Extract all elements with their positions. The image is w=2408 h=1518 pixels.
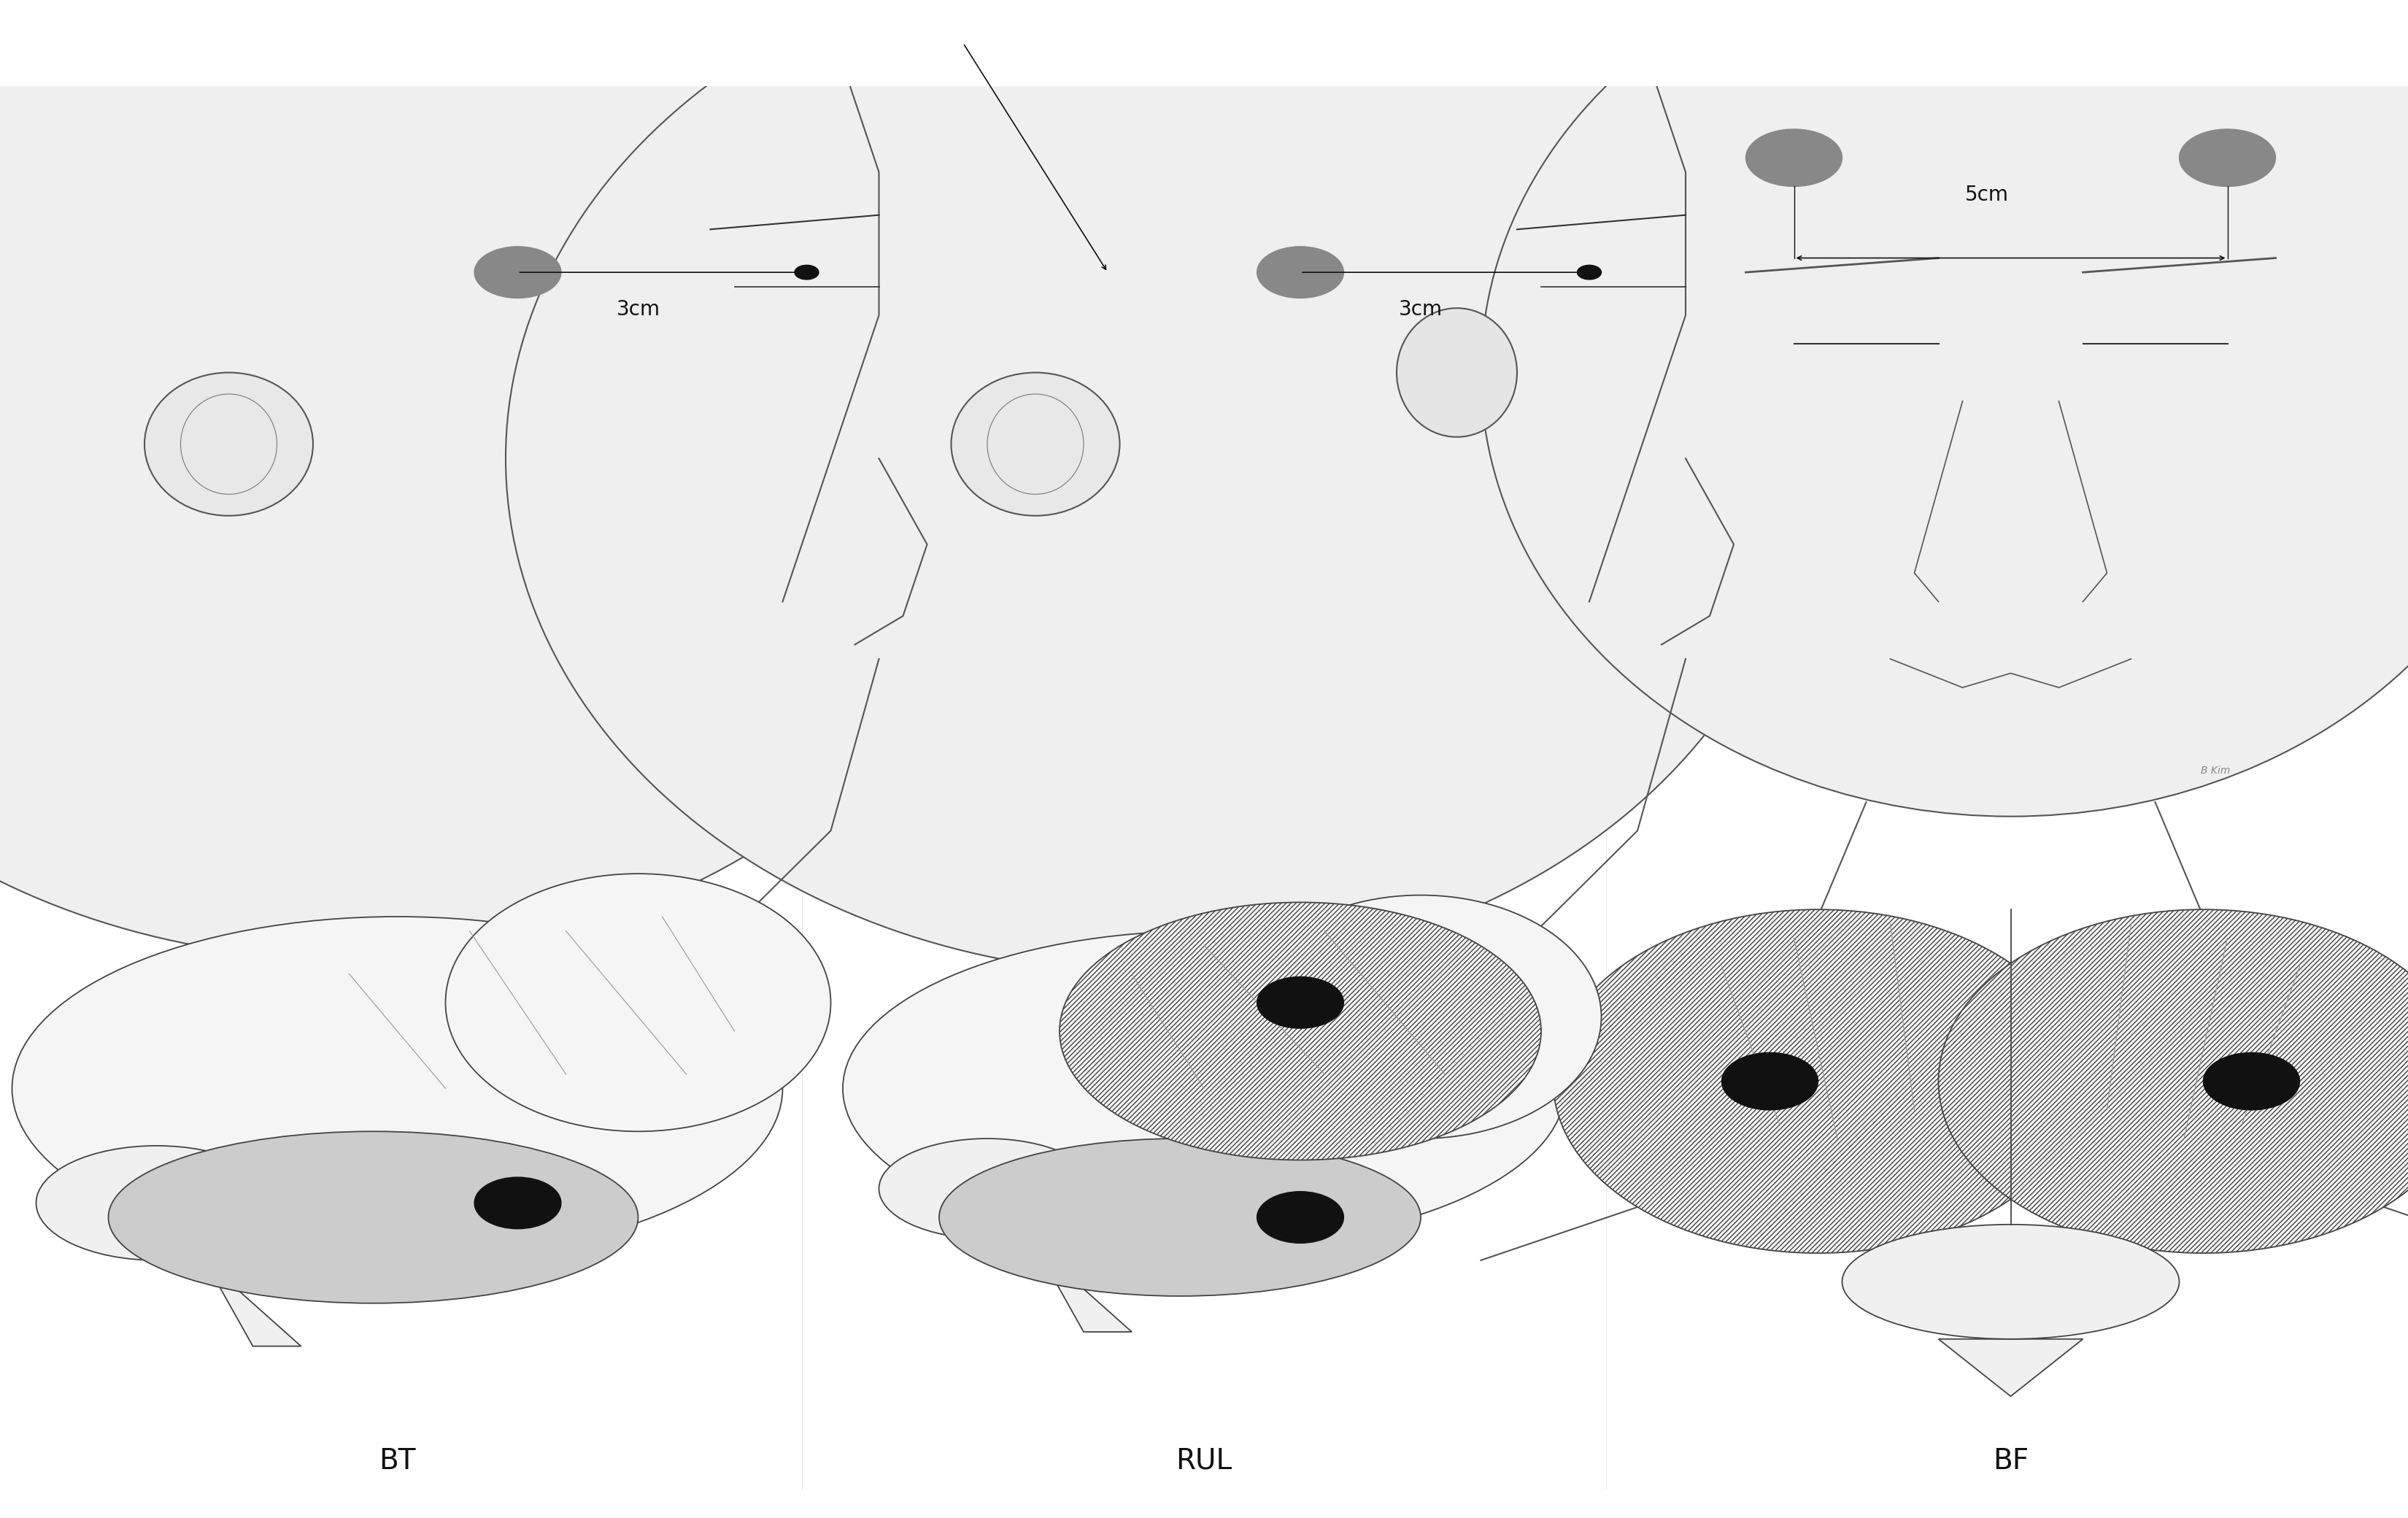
Text: 3cm: 3cm — [616, 299, 660, 320]
Circle shape — [474, 246, 561, 298]
Ellipse shape — [0, 0, 999, 959]
Ellipse shape — [1481, 0, 2408, 817]
Circle shape — [474, 1178, 561, 1228]
Text: 3cm: 3cm — [1399, 299, 1442, 320]
Ellipse shape — [1397, 308, 1517, 437]
Ellipse shape — [108, 1131, 638, 1304]
Ellipse shape — [951, 372, 1120, 516]
Ellipse shape — [939, 1138, 1421, 1296]
Text: BT: BT — [378, 1447, 417, 1474]
Circle shape — [795, 266, 819, 279]
Ellipse shape — [12, 917, 783, 1260]
Circle shape — [1722, 1052, 1818, 1110]
Circle shape — [1257, 976, 1344, 1028]
Circle shape — [1746, 129, 1842, 187]
Text: 2cm: 2cm — [1060, 0, 1103, 5]
Text: B Kim: B Kim — [2201, 765, 2230, 776]
Ellipse shape — [843, 931, 1565, 1246]
Ellipse shape — [144, 372, 313, 516]
Text: RUL: RUL — [1175, 1447, 1233, 1474]
Ellipse shape — [1938, 909, 2408, 1254]
Text: 5cm: 5cm — [1965, 185, 2008, 205]
Ellipse shape — [445, 874, 831, 1131]
Circle shape — [920, 18, 1007, 68]
Text: BF: BF — [1994, 1447, 2028, 1474]
Ellipse shape — [1553, 909, 2083, 1254]
Ellipse shape — [1842, 1225, 2179, 1339]
Circle shape — [1577, 266, 1601, 279]
Circle shape — [1257, 246, 1344, 298]
Polygon shape — [1035, 1246, 1132, 1331]
Circle shape — [2179, 129, 2276, 187]
Polygon shape — [205, 1260, 301, 1346]
Circle shape — [2203, 1052, 2300, 1110]
Ellipse shape — [36, 1146, 277, 1260]
Polygon shape — [1938, 1339, 2083, 1397]
Ellipse shape — [506, 0, 1806, 975]
Ellipse shape — [1060, 902, 1541, 1160]
Ellipse shape — [879, 1138, 1096, 1239]
Ellipse shape — [1240, 896, 1601, 1138]
Circle shape — [1257, 1192, 1344, 1243]
